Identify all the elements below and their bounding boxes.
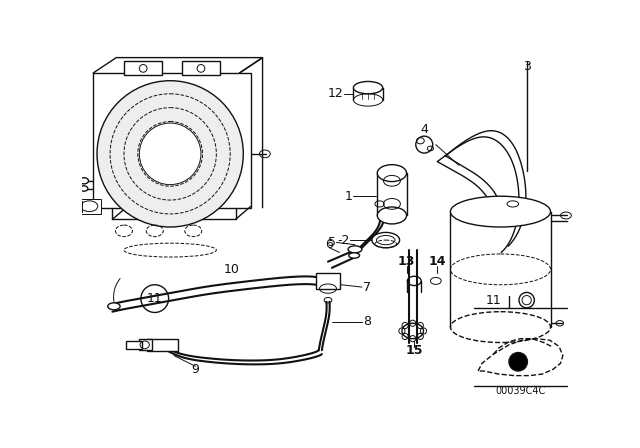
Text: 7: 7 — [363, 280, 371, 293]
Bar — [72, 201, 81, 211]
Bar — [126, 341, 141, 349]
Text: 12: 12 — [328, 87, 344, 100]
Text: 8: 8 — [363, 315, 371, 328]
Text: 14: 14 — [429, 255, 446, 268]
Bar — [77, 198, 101, 214]
Bar — [124, 61, 163, 75]
Ellipse shape — [378, 165, 406, 181]
Ellipse shape — [108, 303, 120, 310]
Bar — [316, 273, 340, 289]
Ellipse shape — [348, 246, 362, 253]
Ellipse shape — [154, 340, 171, 350]
Ellipse shape — [378, 207, 406, 224]
Circle shape — [509, 353, 527, 371]
Bar — [93, 73, 251, 208]
Text: 1: 1 — [345, 190, 353, 202]
Text: 00039C4C: 00039C4C — [495, 386, 546, 396]
Text: 11: 11 — [486, 293, 501, 307]
Text: 11: 11 — [147, 292, 163, 305]
Bar — [378, 173, 406, 215]
Ellipse shape — [80, 186, 88, 191]
Text: 5: 5 — [328, 236, 336, 249]
Text: 15: 15 — [406, 344, 423, 357]
Text: 13: 13 — [398, 255, 415, 268]
Ellipse shape — [451, 196, 550, 227]
Circle shape — [140, 123, 201, 185]
Ellipse shape — [372, 233, 399, 248]
Text: 10: 10 — [224, 263, 240, 276]
Bar — [182, 61, 220, 75]
Text: 3: 3 — [523, 60, 531, 73]
Ellipse shape — [353, 82, 383, 94]
Text: 9: 9 — [191, 363, 200, 376]
Circle shape — [97, 81, 243, 227]
Text: 4: 4 — [420, 123, 428, 136]
Ellipse shape — [79, 178, 88, 184]
Text: 6: 6 — [326, 238, 333, 251]
Text: -2: -2 — [337, 233, 349, 246]
Bar — [139, 340, 152, 350]
Bar — [147, 339, 178, 351]
Ellipse shape — [349, 253, 360, 258]
